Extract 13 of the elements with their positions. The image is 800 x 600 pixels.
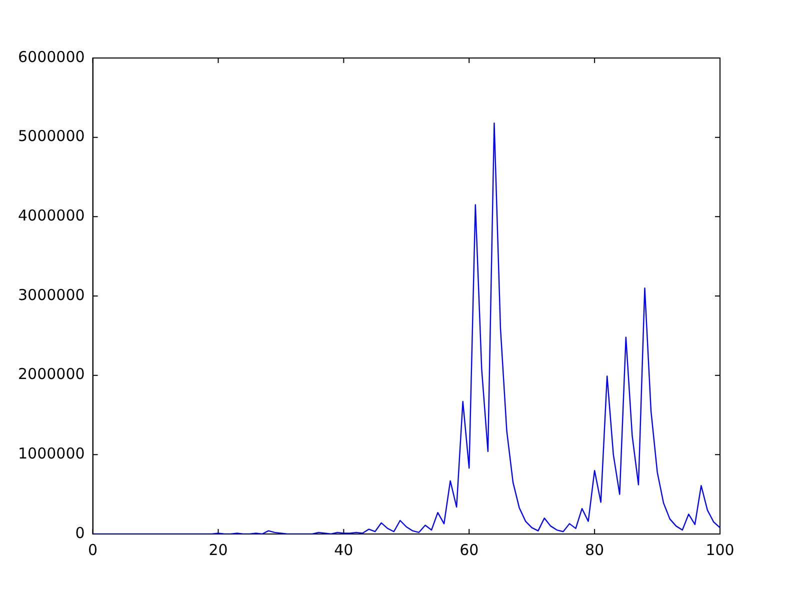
x-tick-label: 100	[706, 540, 734, 559]
y-tick-label: 0	[75, 524, 85, 542]
x-tick-label: 0	[88, 540, 98, 559]
x-tick-label: 40	[334, 540, 354, 559]
y-tick-label: 4000000	[18, 206, 85, 225]
x-tick-label: 20	[208, 540, 228, 559]
x-tick-label: 80	[585, 540, 604, 559]
y-tick-label: 6000000	[18, 48, 85, 66]
y-tick-label: 3000000	[18, 286, 85, 304]
x-tick-label: 60	[460, 540, 479, 559]
y-tick-label: 2000000	[18, 365, 85, 384]
y-tick-label: 5000000	[18, 127, 85, 146]
y-tick-label: 1000000	[18, 444, 85, 463]
